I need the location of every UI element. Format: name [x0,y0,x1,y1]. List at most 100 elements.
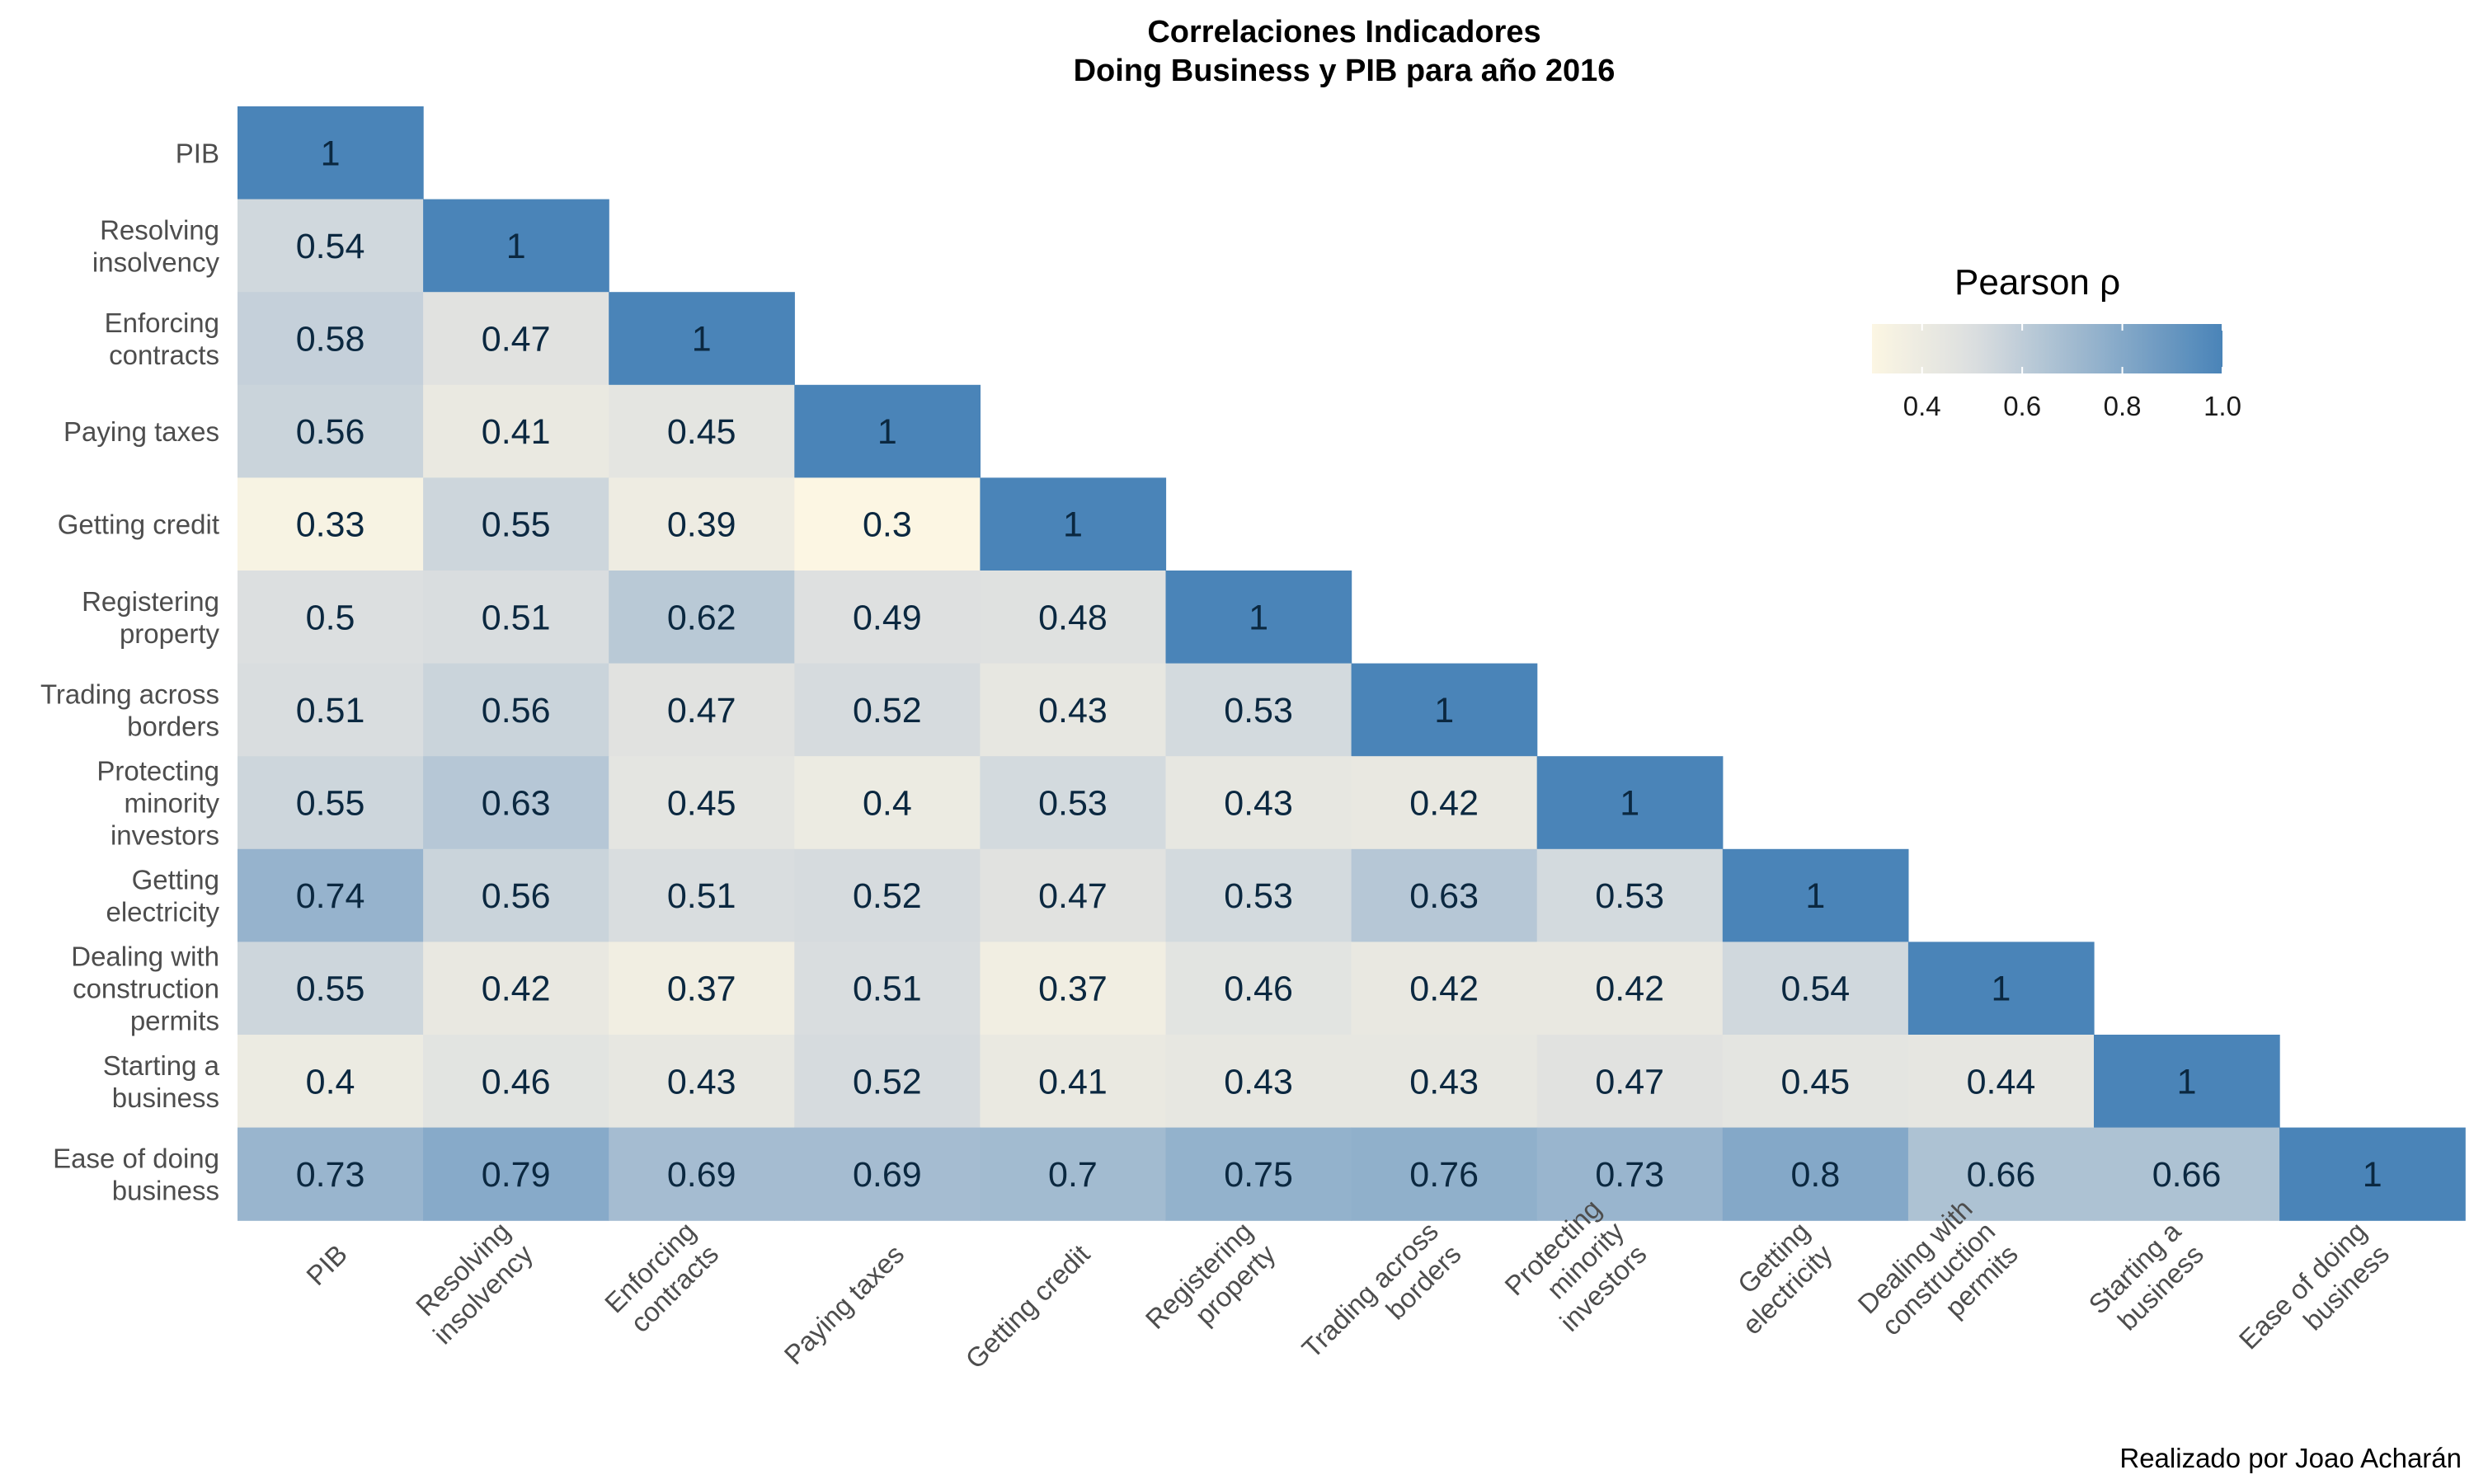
column-label-trading-across-borders: Trading acrossborders [1296,1216,1466,1387]
cell-value-label: 0.56 [482,691,551,730]
heatmap-cell-registering-property--enforcing-contracts [609,571,795,665]
heatmap-cell-getting-credit--enforcing-contracts [609,477,795,571]
heatmap-cell-ease-of-doing-business--registering-property [1165,1127,1352,1221]
heatmap-cell-getting-credit--resolving-insolvency [423,477,609,571]
cell-value-label: 0.41 [482,412,551,452]
row-label-ease-of-doing-business: Ease of doing business [53,1143,219,1205]
heatmap-cell-dealing-with-construction-permits--pib [238,942,424,1036]
cell-value-label: 0.75 [1224,1155,1293,1195]
heatmap-cell-labels: 10.54 10.58 0.47 10.56 0.41 0.45 10.33 0.55 0.39… [296,134,2382,1195]
row-label-pib: PIB [176,138,219,168]
heatmap-cell-trading-across-borders--registering-property [1165,663,1352,757]
cell-value-label: 1 [2363,1155,2382,1195]
chart-caption: Realizado por Joao Acharán [2119,1443,2462,1473]
heatmap-cell-registering-property--registering-property [1165,571,1352,665]
heatmap-cell-ease-of-doing-business--paying-taxes [794,1127,981,1221]
column-label-starting-a-business: Starting abusiness [2082,1215,2209,1342]
cell-value-label: 0.56 [482,876,551,916]
heatmap-cell-resolving-insolvency--resolving-insolvency [423,199,609,293]
heatmap-cell-trading-across-borders--trading-across-borders [1351,663,1538,757]
cell-value-label: 1 [1620,784,1639,824]
heatmap-cell-trading-across-borders--pib [238,663,424,757]
heatmap-cell-starting-a-business--protecting-minority-investors [1536,1035,1724,1129]
legend-ticks: 0.4 0.6 0.8 1.0 [1903,324,2241,421]
cell-value-label: 0.62 [667,598,736,637]
cell-value-label: 0.37 [1038,970,1108,1009]
cell-value-label: 0.47 [667,691,736,730]
cell-value-label: 0.54 [296,227,365,266]
heatmap-cell-paying-taxes--paying-taxes [794,384,981,478]
cell-value-label: 0.66 [2152,1155,2222,1195]
row-label-enforcing-contracts: Enforcing contracts [105,308,219,370]
cell-value-label: 0.73 [296,1155,365,1195]
heatmap-cell-enforcing-contracts--pib [238,292,424,386]
cell-value-label: 0.51 [667,876,736,916]
cell-value-label: 0.48 [1038,598,1108,637]
row-label-resolving-insolvency: Resolving insolvency [92,214,220,277]
cell-value-label: 0.51 [482,598,551,637]
heatmap-cell-protecting-minority-investors--enforcing-contracts [609,756,795,850]
cell-value-label: 0.63 [1409,876,1479,916]
heatmap-cell-pib--pib [238,106,424,200]
cell-value-label: 0.76 [1409,1155,1479,1195]
heatmap-cell-enforcing-contracts--resolving-insolvency [423,292,609,386]
heatmap-cell-trading-across-borders--enforcing-contracts [609,663,795,757]
heatmap-cell-paying-taxes--pib [238,384,424,478]
row-label-protecting-minority-investors: Protecting minority investors [96,756,219,851]
row-label-registering-property: Registering property [82,586,219,649]
cell-value-label: 0.46 [1224,970,1293,1009]
chart-title: Correlaciones Indicadores [1147,15,1540,49]
cell-value-label: 1 [2177,1062,2197,1101]
cell-value-label: 0.39 [667,505,736,545]
heatmap-cell-protecting-minority-investors--paying-taxes [794,756,981,850]
heatmap-cell-resolving-insolvency--pib [238,199,424,293]
cell-value-label: 0.41 [1038,1062,1108,1101]
heatmap-cell-dealing-with-construction-permits--trading-across-borders [1351,942,1538,1036]
cell-value-label: 0.58 [296,320,365,359]
cell-value-label: 0.54 [1780,970,1850,1009]
heatmap-cell-dealing-with-construction-permits--resolving-insolvency [423,942,609,1036]
heatmap-cell-ease-of-doing-business--protecting-minority-investors [1536,1127,1724,1221]
heatmap-cell-protecting-minority-investors--protecting-minority-investors [1536,756,1724,850]
heatmap-cell-protecting-minority-investors--pib [238,756,424,850]
row-label-trading-across-borders: Trading across borders [40,679,219,741]
cell-value-label: 0.69 [667,1155,736,1195]
column-label-enforcing-contracts: Enforcingcontracts [599,1216,724,1341]
cell-value-label: 0.43 [1038,691,1108,730]
cell-value-label: 0.66 [1967,1155,2036,1195]
heatmap-cell-ease-of-doing-business--ease-of-doing-business [2279,1127,2466,1221]
heatmap-cell-ease-of-doing-business--trading-across-borders [1351,1127,1538,1221]
heatmap-cell-dealing-with-construction-permits--protecting-minority-investors [1536,942,1724,1036]
heatmap-cell-protecting-minority-investors--trading-across-borders [1351,756,1538,850]
cell-value-label: 0.73 [1595,1155,1664,1195]
cell-value-label: 0.4 [306,1062,355,1101]
cell-value-label: 0.74 [296,876,365,916]
legend-tick-label: 1.0 [2204,391,2241,421]
cell-value-label: 0.44 [1967,1062,2036,1101]
cell-value-label: 0.52 [853,691,922,730]
heatmap-cell-dealing-with-construction-permits--dealing-with-construction-permits [1907,942,2095,1036]
cell-value-label: 0.51 [296,691,365,730]
cell-value-label: 0.33 [296,505,365,545]
cell-value-label: 0.43 [1224,784,1293,824]
cell-value-label: 1 [1805,876,1825,916]
heatmap-cell-starting-a-business--paying-taxes [794,1035,981,1129]
cell-value-label: 1 [1249,598,1268,637]
cell-value-label: 1 [1434,691,1454,730]
cell-value-label: 0.45 [667,784,736,824]
cell-value-label: 0.55 [296,970,365,1009]
cell-value-label: 0.42 [1409,784,1479,824]
y-axis-tick-labels: PIB Resolving insolvency Enforcing contracts… [40,138,220,1205]
cell-value-label: 0.46 [482,1062,551,1101]
heatmap-cell-starting-a-business--getting-credit [980,1035,1167,1129]
cell-value-label: 0.43 [1409,1062,1479,1101]
color-legend: Pearson ρ 0.4 0.6 0.8 1.0 [1872,262,2241,421]
row-label-dealing-with-construction-permits: Dealing with construction permits [71,942,219,1036]
legend-tick-label: 0.8 [2104,391,2142,421]
row-label-starting-a-business: Starting a business [103,1050,220,1113]
heatmap-cell-getting-electricity--trading-across-borders [1351,848,1538,942]
heatmap-cell-starting-a-business--pib [238,1035,424,1129]
heatmap-cell-starting-a-business--dealing-with-construction-permits [1907,1035,2095,1129]
cell-value-label: 0.42 [1595,970,1664,1009]
